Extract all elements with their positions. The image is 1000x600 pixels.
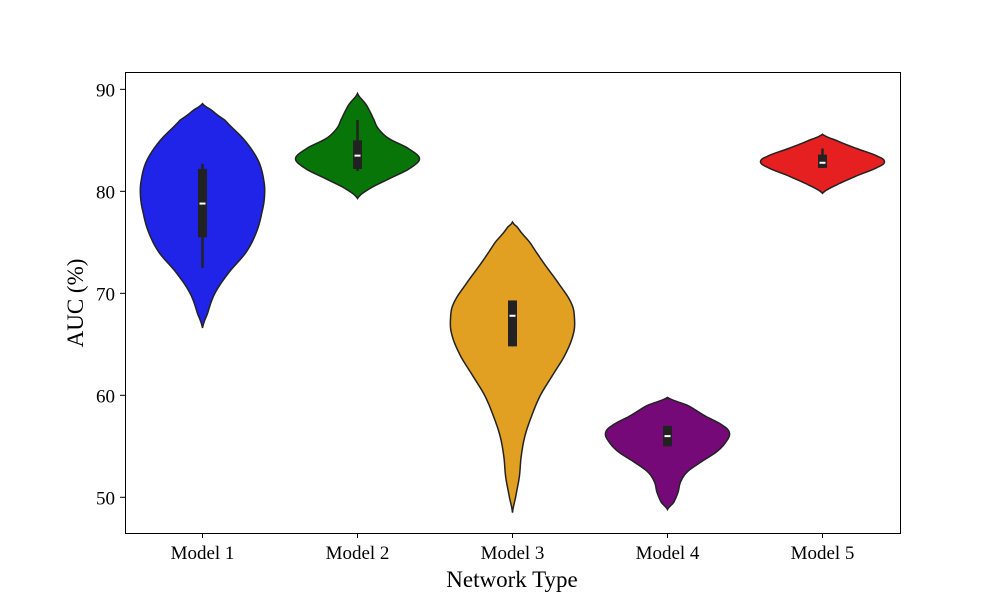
x-tick-label: Model 4: [636, 543, 700, 564]
x-tick-label: Model 2: [326, 543, 390, 564]
violin-3: [449, 220, 576, 513]
x-axis-title: Network Type: [446, 567, 577, 592]
y-axis-title: AUC (%): [63, 259, 88, 348]
violin-body: [604, 396, 731, 512]
y-tick-label: 90: [96, 80, 115, 101]
y-tick-label: 80: [96, 182, 115, 203]
x-tick-label: Model 1: [171, 543, 235, 564]
violins-layer: [139, 91, 886, 513]
x-tick-label: Model 3: [481, 543, 545, 564]
violin-iqr-box: [353, 140, 362, 169]
violin-4: [604, 396, 731, 512]
violin-iqr-box: [818, 154, 827, 168]
y-tick-label: 60: [96, 386, 115, 407]
violin-body: [449, 220, 576, 513]
violin-5: [759, 133, 886, 195]
violin-iqr-box: [508, 300, 517, 347]
violin-2: [294, 91, 421, 200]
x-tick-label: Model 5: [791, 543, 855, 564]
y-tick-label: 50: [96, 488, 115, 509]
x-axis: Model 1 Model 2 Model 3 Model 4 Model 5: [171, 533, 855, 564]
violin-1: [139, 102, 266, 329]
y-tick-label: 70: [96, 284, 115, 305]
y-axis: 50 60 70 80 90: [96, 80, 125, 509]
